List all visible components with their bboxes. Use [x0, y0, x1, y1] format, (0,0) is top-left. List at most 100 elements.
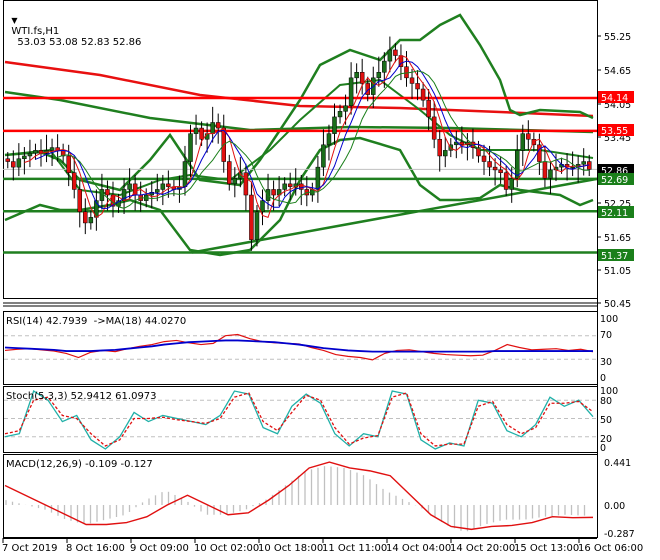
rsi-plot — [4, 333, 597, 361]
price-badge-value: 52.69 — [601, 175, 628, 186]
candle-body — [16, 158, 22, 168]
candle-body — [105, 189, 110, 196]
candle-body — [332, 116, 337, 134]
candle-body — [382, 60, 387, 73]
candle-body — [409, 77, 415, 84]
price-tick: 50.45 — [604, 299, 631, 310]
candle-body — [27, 152, 33, 157]
price-badge — [598, 249, 634, 261]
candle-body — [5, 158, 11, 162]
rsi-tick: 0 — [600, 373, 606, 384]
candle-body — [249, 194, 254, 240]
rsi-ma-line — [4, 339, 593, 353]
price-plot — [3, 13, 598, 257]
candle-body — [354, 72, 359, 79]
stoch-tick: 100 — [600, 386, 618, 397]
price-badge-value: 52.86 — [601, 166, 628, 177]
triangle-down-icon[interactable]: ▼ — [11, 16, 18, 25]
chart-header: ▼ WTI.fs,H1 53.03 53.08 52.83 52.86 — [5, 4, 141, 48]
candle-body — [282, 183, 287, 190]
symbol-label: WTI.fs,H1 — [11, 26, 60, 37]
candle-body — [393, 49, 398, 56]
stoch-tick: 80 — [600, 396, 612, 407]
time-label: 14 Oct 04:00 — [386, 543, 452, 554]
candle-body — [33, 150, 38, 154]
candle-body — [83, 211, 88, 224]
candle-body — [431, 116, 437, 140]
macd-signal-line — [4, 461, 594, 531]
candle-body — [127, 183, 132, 190]
candle-body — [337, 111, 343, 118]
candle-body — [492, 166, 498, 171]
candle-body — [503, 172, 509, 190]
stoch-main-line — [4, 390, 594, 450]
candle-body — [387, 49, 393, 62]
candle-body — [88, 217, 94, 224]
candle-body — [271, 189, 276, 196]
macd-tick: 0.00 — [604, 501, 625, 512]
candle-body — [376, 72, 382, 79]
stoch-tick: 0 — [600, 443, 606, 454]
candle-body — [437, 138, 442, 157]
price-badge — [598, 173, 634, 185]
time-label: 10 Oct 18:00 — [258, 543, 324, 554]
price-tick: 55.25 — [604, 32, 631, 43]
time-label: 15 Oct 13:00 — [514, 543, 580, 554]
candle-body — [182, 161, 188, 187]
price-tick: 51.05 — [604, 266, 631, 277]
price-tick: 53.45 — [604, 133, 631, 144]
ohlc-values: 53.03 53.08 52.83 52.86 — [17, 37, 142, 48]
candle-body — [210, 122, 215, 134]
candle-body — [22, 155, 27, 160]
price-tick: 54.05 — [604, 100, 631, 111]
candle-body — [420, 88, 426, 101]
candle-body — [66, 155, 71, 173]
candle-body — [426, 99, 431, 118]
price-badge — [598, 206, 634, 218]
price-badge-value: 51.37 — [601, 251, 628, 262]
time-label: 16 Oct 06:00 — [578, 543, 644, 554]
bollinger-upper — [4, 13, 594, 192]
candle-body — [537, 144, 542, 162]
candle-body — [359, 72, 365, 84]
moving-average-200 — [4, 60, 594, 118]
macd-tick: 0.441 — [604, 458, 631, 469]
time-label: 14 Oct 20:00 — [450, 543, 516, 554]
trendline[interactable] — [191, 177, 598, 254]
stoch-plot — [4, 390, 597, 450]
candle-body — [315, 166, 321, 190]
candle-body — [71, 172, 77, 190]
candle-body — [326, 133, 332, 146]
price-badge — [598, 124, 634, 136]
time-label: 8 Oct 16:00 — [66, 543, 125, 554]
stoch-signal-line — [4, 392, 594, 447]
price-badge-value: 54.14 — [601, 93, 628, 104]
candle-body — [160, 183, 166, 190]
candle-body — [548, 169, 553, 179]
rsi-tick: 100 — [600, 314, 618, 325]
candle-body — [321, 144, 326, 168]
candle-body — [232, 178, 238, 185]
candle-body — [459, 141, 465, 146]
candle-body — [404, 66, 409, 79]
bollinger-lower — [4, 136, 594, 257]
candle-body — [299, 183, 304, 190]
price-tick: 54.65 — [604, 66, 631, 77]
candle-body — [49, 147, 55, 151]
candle-body — [260, 200, 265, 213]
candle-body — [215, 122, 221, 129]
candle-body — [287, 183, 293, 187]
price-axis: 55.25 54.65 54.05 53.45 52.86 52.25 51.65 51.05… — [597, 0, 635, 540]
time-label: 10 Oct 02:00 — [194, 543, 260, 554]
stoch-label: Stoch(5,3,3) 52.9412 61.0973 — [6, 391, 157, 402]
time-axis-ticks — [2, 538, 580, 543]
candle-body — [481, 155, 487, 162]
moving-average-short — [51, 70, 590, 209]
candle-body — [166, 183, 171, 187]
macd-label: MACD(12,26,9) -0.109 -0.127 — [6, 459, 153, 470]
candle-body — [11, 161, 16, 168]
candle-body — [193, 127, 199, 134]
macd-plot — [4, 461, 594, 532]
